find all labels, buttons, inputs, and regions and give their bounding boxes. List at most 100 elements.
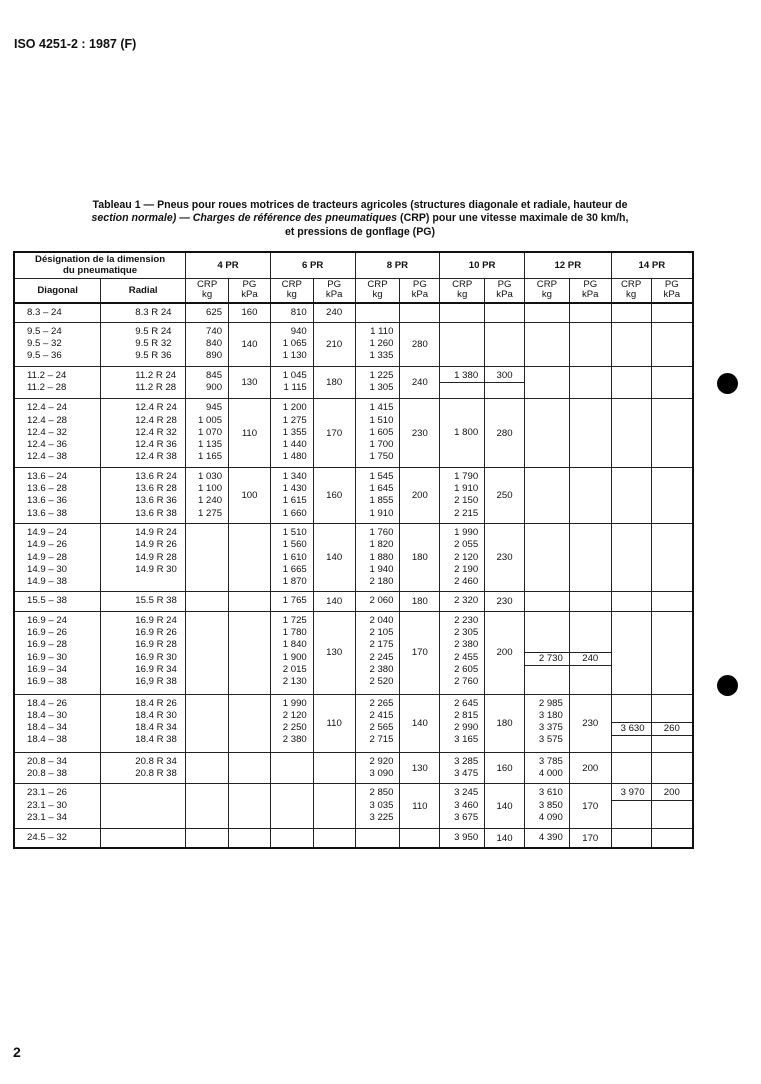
- empty-cell: [523, 398, 570, 468]
- diagonal-designation: 23.1 – 34: [27, 811, 68, 823]
- crp-value: 3 475: [454, 768, 479, 779]
- pg-cell: 130: [399, 751, 441, 785]
- crp-value: 3 675: [454, 811, 479, 823]
- radial-designation: 16,9 R 38: [135, 676, 177, 688]
- radial-cell: [100, 828, 187, 849]
- pg-cell: 180: [484, 693, 525, 753]
- crp-cell: 740 840 890: [185, 321, 230, 367]
- crp-cell: 3 245 3 460 3 675: [439, 783, 486, 830]
- crp-cell: 3 970: [610, 783, 652, 830]
- diagonal-cell: 8.3 – 24: [13, 302, 102, 323]
- diagonal-designation: 13.6 – 38: [27, 507, 68, 519]
- empty-cell: [610, 591, 652, 612]
- pg-cell: 250: [484, 466, 525, 524]
- table-row-group: 12.4 – 24 12.4 – 28 12.4 – 32 12.4 – 36 12.4…: [13, 398, 694, 468]
- empty-cell: [228, 828, 271, 849]
- radial-designation: 13.6 R 24: [135, 470, 177, 482]
- radial-cell: 15.5 R 38: [100, 591, 187, 612]
- table-body: 8.3 – 24 8.3 R 24 625 160 810 240 9.5 – 24 9.5 …: [13, 302, 694, 849]
- radial-cell: 8.3 R 24: [100, 302, 187, 323]
- empty-cell: [523, 591, 570, 612]
- crp-header: CRP kg: [610, 277, 652, 304]
- crp-value: 1 045: [282, 369, 307, 381]
- crp-label: CRP: [196, 278, 218, 290]
- crp-value: 1 725: [282, 614, 307, 626]
- radial-designation: 14.9 R 26: [135, 539, 177, 551]
- radial-designation: 16.9 R 34: [135, 663, 177, 675]
- crp-value: [440, 383, 484, 395]
- crp-value: [525, 639, 569, 651]
- crp-cell: 3 630: [610, 693, 652, 753]
- diagonal-cell: 20.8 – 34 20.8 – 38: [13, 751, 102, 785]
- crp-cell: 940 1 065 1 130: [269, 321, 314, 367]
- radial-designation: 16.9 R 24: [135, 614, 177, 626]
- radial-designation: [101, 832, 185, 844]
- empty-cell: [650, 302, 694, 323]
- table-row-group: 16.9 – 24 16.9 – 26 16.9 – 28 16.9 – 30 16.9…: [13, 610, 694, 695]
- crp-cell: 2 040 2 105 2 175 2 245 2 380 2 520: [354, 610, 401, 695]
- diagonal-designation: 8.3 – 24: [27, 306, 62, 318]
- crp-value: 2 105: [369, 627, 394, 639]
- empty-cell: [568, 365, 612, 400]
- radial-cell: 16.9 R 24 16.9 R 26 16.9 R 28 16.9 R 30 16.9…: [100, 610, 187, 695]
- crp-cell: 1 545 1 645 1 855 1 910: [354, 466, 401, 524]
- crp-value: 1 430: [282, 483, 307, 495]
- diagonal-cell: 16.9 – 24 16.9 – 26 16.9 – 28 16.9 – 30 16.9…: [13, 610, 102, 695]
- caption-italic-1: section normale): [91, 212, 177, 225]
- crp-cell: 1 110 1 260 1 335: [354, 321, 401, 367]
- diagonal-designation: 23.1 – 30: [27, 799, 68, 811]
- crp-cell: 4 390: [523, 828, 570, 849]
- pg-cell: 110: [228, 398, 271, 468]
- crp-value: 3 950: [454, 832, 479, 844]
- crp-value: [525, 678, 569, 690]
- crp-value: 1 780: [282, 627, 307, 639]
- table-row-group: 18.4 – 26 18.4 – 30 18.4 – 34 18.4 – 38 18.4…: [13, 693, 694, 753]
- pg-unit: kPa: [325, 289, 343, 300]
- crp-value: 2 715: [369, 734, 394, 746]
- crp-value: [440, 402, 484, 414]
- empty-cell: [650, 591, 694, 612]
- crp-value: 1 940: [369, 563, 394, 575]
- empty-cell: [484, 302, 525, 323]
- diagonal-designation: 16.9 – 30: [27, 651, 68, 663]
- empty-cell: [523, 365, 570, 400]
- table-row-group: 24.5 – 32 3 950 140 4 390 170: [13, 828, 694, 849]
- crp-value: 1 135: [198, 439, 223, 451]
- crp-value: 2 305: [454, 627, 479, 639]
- pg-cell: 170: [399, 610, 441, 695]
- pg-cell: 230: [484, 591, 525, 612]
- pg-cell: 260: [650, 693, 694, 753]
- crp-value: 2 230: [454, 614, 479, 626]
- empty-cell: [568, 522, 612, 593]
- pg-cell: 140: [312, 591, 356, 612]
- empty-cell: [610, 828, 652, 849]
- pg-header: PG kPa: [484, 277, 525, 304]
- crp-value: 3 035: [369, 799, 394, 811]
- crp-value: 2 380: [369, 663, 394, 675]
- empty-cell: [269, 783, 314, 830]
- radial-cell: 13.6 R 24 13.6 R 28 13.6 R 36 13.6 R 38: [100, 466, 187, 524]
- crp-value: 1 840: [282, 639, 307, 651]
- crp-value: 1 380: [440, 370, 485, 383]
- document-header: ISO 4251-2 : 1987 (F): [14, 37, 137, 51]
- crp-header: CRP kg: [354, 277, 401, 304]
- diagonal-designation: 11.2 – 28: [27, 381, 67, 393]
- crp-value: 1 760: [369, 526, 394, 538]
- empty-cell: [312, 828, 356, 849]
- caption-line-1: Tableau 1 — Pneus pour roues motrices de…: [92, 199, 628, 211]
- crp-value: [612, 710, 651, 722]
- crp-value: 3 245: [454, 787, 479, 799]
- empty-cell: [228, 783, 271, 830]
- crp-value: 2 250: [282, 722, 307, 734]
- radial-designation: 16.9 R 30: [135, 651, 177, 663]
- crp-cell: 2 645 2 815 2 990 3 165: [439, 693, 486, 753]
- table-row-group: 20.8 – 34 20.8 – 38 20.8 R 34 20.8 R 38 2 92…: [13, 751, 694, 785]
- crp-value: 1 340: [282, 470, 307, 482]
- crp-cell: 810: [269, 302, 314, 323]
- ply-rating-header: 6 PR: [269, 251, 356, 279]
- crp-value: 1 660: [282, 507, 307, 519]
- crp-cell: 2 985 3 180 3 375 3 575: [523, 693, 570, 753]
- radial-header: Radial: [100, 277, 187, 304]
- diagonal-designation: 12.4 – 36: [27, 439, 68, 451]
- pg-cell: 100: [228, 466, 271, 524]
